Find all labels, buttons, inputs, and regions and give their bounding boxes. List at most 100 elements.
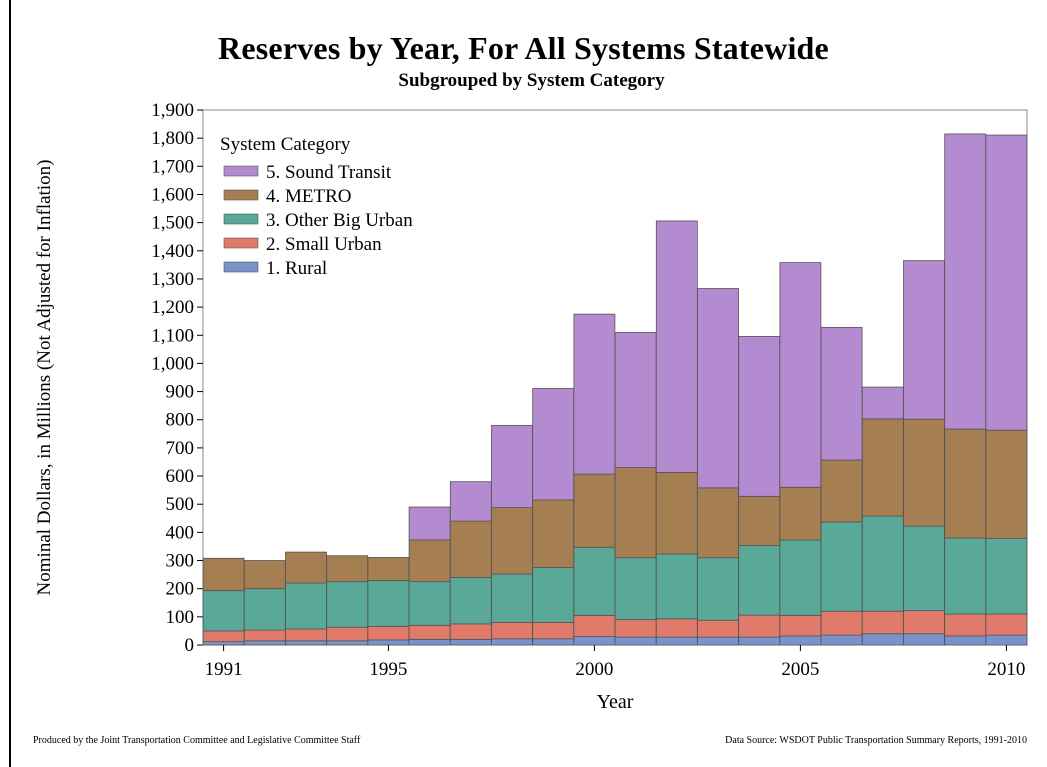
bar-segment — [698, 637, 739, 645]
bar-segment — [656, 221, 697, 472]
bar-segment — [286, 641, 327, 645]
bar-segment — [492, 574, 533, 622]
legend-swatch — [224, 214, 258, 224]
bar-segment — [327, 582, 368, 628]
bar-segment — [450, 521, 491, 577]
bar-segment — [780, 263, 821, 488]
y-tick-label: 1,100 — [151, 325, 194, 346]
bar-segment — [409, 540, 450, 582]
bar-segment — [286, 552, 327, 583]
y-tick-label: 100 — [166, 607, 195, 628]
bar-segment — [409, 625, 450, 639]
y-tick-label: 200 — [166, 579, 195, 600]
bar-segment — [203, 642, 244, 645]
y-tick-label: 1,900 — [151, 100, 194, 121]
bar-segment — [327, 641, 368, 645]
bar-segment — [739, 546, 780, 616]
bar-segment — [615, 468, 656, 558]
bar-segment — [904, 261, 945, 420]
bar-segment — [450, 482, 491, 521]
y-tick-label: 500 — [166, 494, 195, 515]
bar-segment — [945, 134, 986, 429]
bar-segment — [244, 641, 285, 645]
bar-segment — [203, 631, 244, 642]
bar-segment — [656, 554, 697, 619]
bar-segment — [244, 561, 285, 589]
bar-segment — [286, 583, 327, 629]
bar-segment — [574, 637, 615, 645]
bar-segment — [533, 500, 574, 568]
bar-segment — [862, 516, 903, 611]
bar-segment — [574, 474, 615, 547]
y-tick-label: 600 — [166, 466, 195, 487]
legend-label: 3. Other Big Urban — [266, 210, 413, 231]
footer-source: Data Source: WSDOT Public Transportation… — [725, 735, 1027, 746]
bar-segment — [821, 327, 862, 460]
footer-credit: Produced by the Joint Transportation Com… — [33, 735, 360, 746]
bar-segment — [945, 538, 986, 614]
bar-segment — [533, 622, 574, 638]
bar-segment — [904, 526, 945, 610]
bar-segment — [986, 635, 1027, 645]
y-tick-label: 300 — [166, 551, 195, 572]
x-axis-label: Year — [597, 691, 634, 713]
bar-segment — [574, 314, 615, 474]
bar-segment — [492, 622, 533, 638]
x-tick-label: 2010 — [987, 659, 1025, 680]
bar-segment — [780, 615, 821, 636]
bar-segment — [862, 634, 903, 645]
y-tick-label: 1,500 — [151, 213, 194, 234]
bar-segment — [450, 639, 491, 645]
y-tick-label: 1,800 — [151, 128, 194, 149]
bar-segment — [368, 557, 409, 580]
x-tick-label: 1991 — [205, 659, 243, 680]
bar-segment — [533, 388, 574, 500]
y-tick-label: 1,600 — [151, 184, 194, 205]
bar-segment — [492, 425, 533, 507]
legend-swatch — [224, 166, 258, 176]
bar-segment — [945, 429, 986, 538]
bar-segment — [698, 289, 739, 488]
x-tick-label: 2000 — [575, 659, 613, 680]
bar-segment — [821, 522, 862, 611]
y-tick-label: 400 — [166, 522, 195, 543]
bar-segment — [698, 558, 739, 621]
bar-segment — [656, 472, 697, 554]
bar-segment — [574, 547, 615, 615]
bar-segment — [286, 629, 327, 641]
bar-segment — [244, 589, 285, 630]
bar-segment — [698, 620, 739, 637]
bar-segment — [203, 591, 244, 631]
legend-label: 1. Rural — [266, 258, 327, 279]
bar-segment — [986, 430, 1027, 538]
bar-segment — [904, 634, 945, 645]
y-tick-label: 1,400 — [151, 241, 194, 262]
bar-segment — [409, 582, 450, 626]
bar-segment — [821, 611, 862, 635]
legend-label: 4. METRO — [266, 186, 352, 207]
bar-segment — [533, 568, 574, 623]
bar-segment — [862, 387, 903, 419]
bar-segment — [409, 507, 450, 540]
bar-segment — [574, 615, 615, 636]
bar-segment — [450, 577, 491, 623]
y-tick-label: 1,700 — [151, 156, 194, 177]
bar-segment — [986, 135, 1027, 430]
bar-segment — [780, 636, 821, 645]
bar-segment — [739, 496, 780, 545]
bar-segment — [986, 539, 1027, 614]
bar-segment — [739, 336, 780, 496]
bar-segment — [862, 611, 903, 634]
bar-segment — [327, 627, 368, 641]
bar-segment — [368, 626, 409, 640]
y-tick-label: 700 — [166, 438, 195, 459]
y-tick-label: 800 — [166, 410, 195, 431]
bar-segment — [615, 558, 656, 620]
y-tick-label: 0 — [185, 635, 195, 656]
bar-segment — [656, 637, 697, 645]
bar-segment — [739, 637, 780, 645]
legend-swatch — [224, 190, 258, 200]
legend-label: 2. Small Urban — [266, 234, 382, 255]
bar-segment — [904, 611, 945, 634]
bar-segment — [615, 332, 656, 467]
